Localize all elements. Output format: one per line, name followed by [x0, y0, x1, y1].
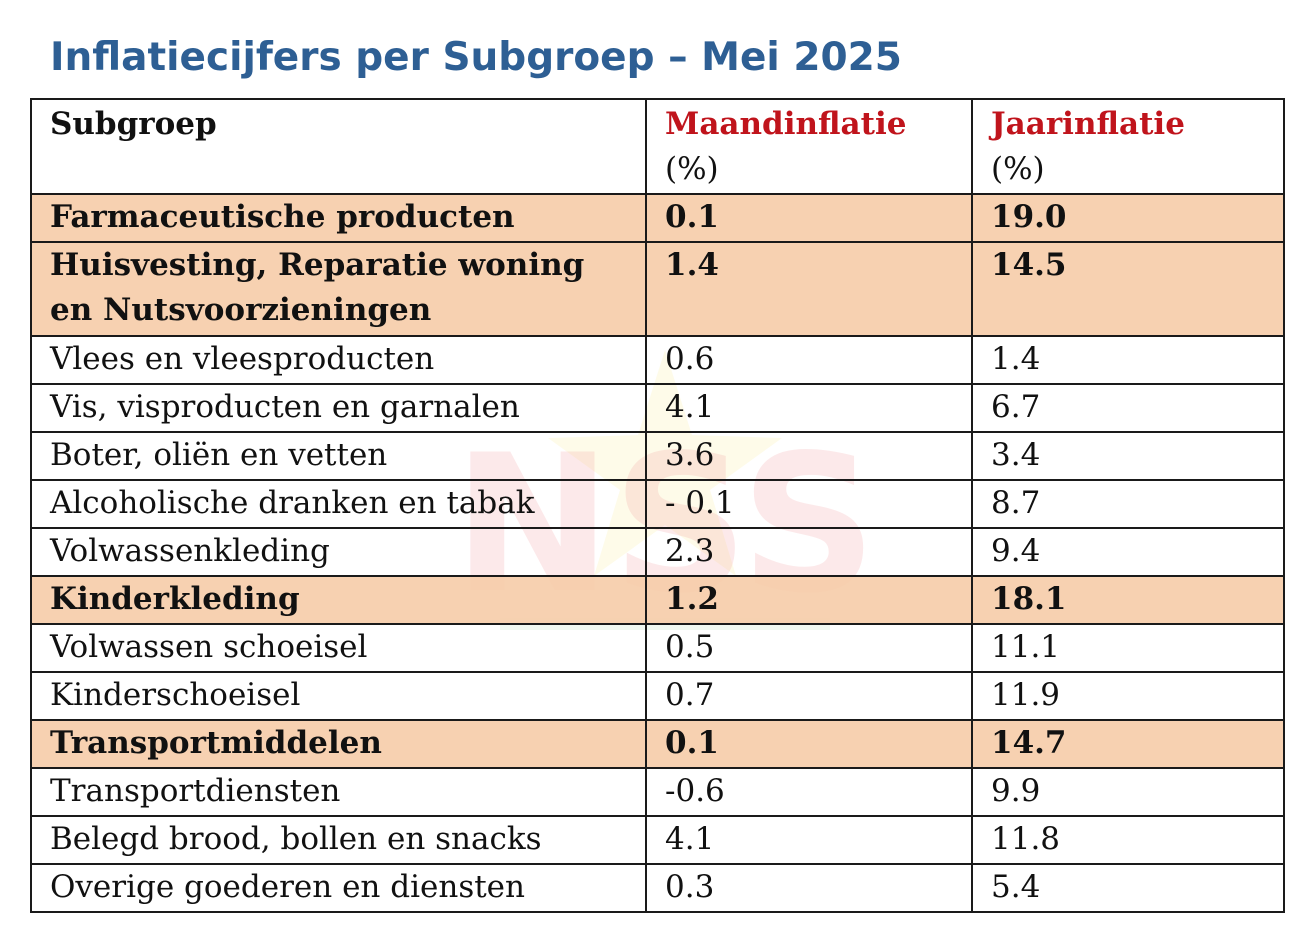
- cell-maandinflatie: 3.6: [645, 431, 973, 481]
- cell-jaarinflatie: 9.4: [971, 527, 1285, 577]
- cell-subgroep: Kinderkleding: [30, 575, 647, 625]
- cell-jaarinflatie: 3.4: [971, 431, 1285, 481]
- cell-subgroep: Vlees en vleesproducten: [30, 335, 647, 385]
- cell-subgroep: Volwassenkleding: [30, 527, 647, 577]
- cell-jaarinflatie: 9.9: [971, 767, 1285, 817]
- cell-subgroep: Huisvesting, Reparatie woning en Nutsvoo…: [30, 241, 647, 337]
- cell-jaarinflatie: 6.7: [971, 383, 1285, 433]
- header-jaarinflatie-unit: (%): [991, 151, 1045, 187]
- cell-jaarinflatie: 11.8: [971, 815, 1285, 865]
- cell-maandinflatie: -0.6: [645, 767, 973, 817]
- header-jaarinflatie-label: Jaarinflatie: [991, 106, 1185, 142]
- table-row: Belegd brood, bollen en snacks 4.1 11.8: [30, 815, 1285, 865]
- header-jaarinflatie: Jaarinflatie (%): [971, 98, 1285, 195]
- table-row: Kinderkleding 1.2 18.1: [30, 575, 1285, 625]
- table-row: Kinderschoeisel 0.7 11.9: [30, 671, 1285, 721]
- header-maandinflatie-unit: (%): [665, 151, 719, 187]
- cell-maandinflatie: 2.3: [645, 527, 973, 577]
- cell-jaarinflatie: 1.4: [971, 335, 1285, 385]
- header-subgroep: Subgroep: [30, 98, 647, 195]
- cell-jaarinflatie: 14.5: [971, 241, 1285, 337]
- cell-maandinflatie: 0.1: [645, 193, 973, 243]
- cell-jaarinflatie: 5.4: [971, 863, 1285, 913]
- table-row: Farmaceutische producten 0.1 19.0: [30, 193, 1285, 243]
- cell-maandinflatie: 1.4: [645, 241, 973, 337]
- cell-subgroep: Overige goederen en diensten: [30, 863, 647, 913]
- table-header-row: Subgroep Maandinflatie (%) Jaarinflatie …: [30, 98, 1285, 195]
- table-row: Huisvesting, Reparatie woning en Nutsvoo…: [30, 241, 1285, 337]
- table-row: Volwassen schoeisel 0.5 11.1: [30, 623, 1285, 673]
- table-row: Vlees en vleesproducten 0.6 1.4: [30, 335, 1285, 385]
- cell-jaarinflatie: 8.7: [971, 479, 1285, 529]
- header-maandinflatie-label: Maandinflatie: [665, 106, 907, 142]
- cell-maandinflatie: 0.6: [645, 335, 973, 385]
- cell-subgroep: Volwassen schoeisel: [30, 623, 647, 673]
- cell-subgroep: Vis, visproducten en garnalen: [30, 383, 647, 433]
- cell-subgroep: Farmaceutische producten: [30, 193, 647, 243]
- table-row: Boter, oliën en vetten 3.6 3.4: [30, 431, 1285, 481]
- table-row: Volwassenkleding 2.3 9.4: [30, 527, 1285, 577]
- cell-jaarinflatie: 19.0: [971, 193, 1285, 243]
- cell-subgroep: Boter, oliën en vetten: [30, 431, 647, 481]
- cell-maandinflatie: 4.1: [645, 815, 973, 865]
- page-title: Inflatiecijfers per Subgroep – Mei 2025: [50, 35, 902, 80]
- header-maandinflatie: Maandinflatie (%): [645, 98, 973, 195]
- cell-jaarinflatie: 11.9: [971, 671, 1285, 721]
- table-row: Alcoholische dranken en tabak - 0.1 8.7: [30, 479, 1285, 529]
- cell-maandinflatie: 0.3: [645, 863, 973, 913]
- cell-maandinflatie: 1.2: [645, 575, 973, 625]
- cell-jaarinflatie: 18.1: [971, 575, 1285, 625]
- table-row: Overige goederen en diensten 0.3 5.4: [30, 863, 1285, 913]
- cell-subgroep: Alcoholische dranken en tabak: [30, 479, 647, 529]
- table-row: Transportmiddelen 0.1 14.7: [30, 719, 1285, 769]
- cell-subgroep: Kinderschoeisel: [30, 671, 647, 721]
- cell-maandinflatie: 0.7: [645, 671, 973, 721]
- cell-maandinflatie: 0.5: [645, 623, 973, 673]
- table-row: Transportdiensten -0.6 9.9: [30, 767, 1285, 817]
- table-row: Vis, visproducten en garnalen 4.1 6.7: [30, 383, 1285, 433]
- cell-maandinflatie: 0.1: [645, 719, 973, 769]
- cell-subgroep: Belegd brood, bollen en snacks: [30, 815, 647, 865]
- cell-maandinflatie: - 0.1: [645, 479, 973, 529]
- cell-subgroep: Transportmiddelen: [30, 719, 647, 769]
- inflation-table: Subgroep Maandinflatie (%) Jaarinflatie …: [30, 98, 1285, 913]
- cell-jaarinflatie: 14.7: [971, 719, 1285, 769]
- cell-jaarinflatie: 11.1: [971, 623, 1285, 673]
- cell-maandinflatie: 4.1: [645, 383, 973, 433]
- cell-subgroep: Transportdiensten: [30, 767, 647, 817]
